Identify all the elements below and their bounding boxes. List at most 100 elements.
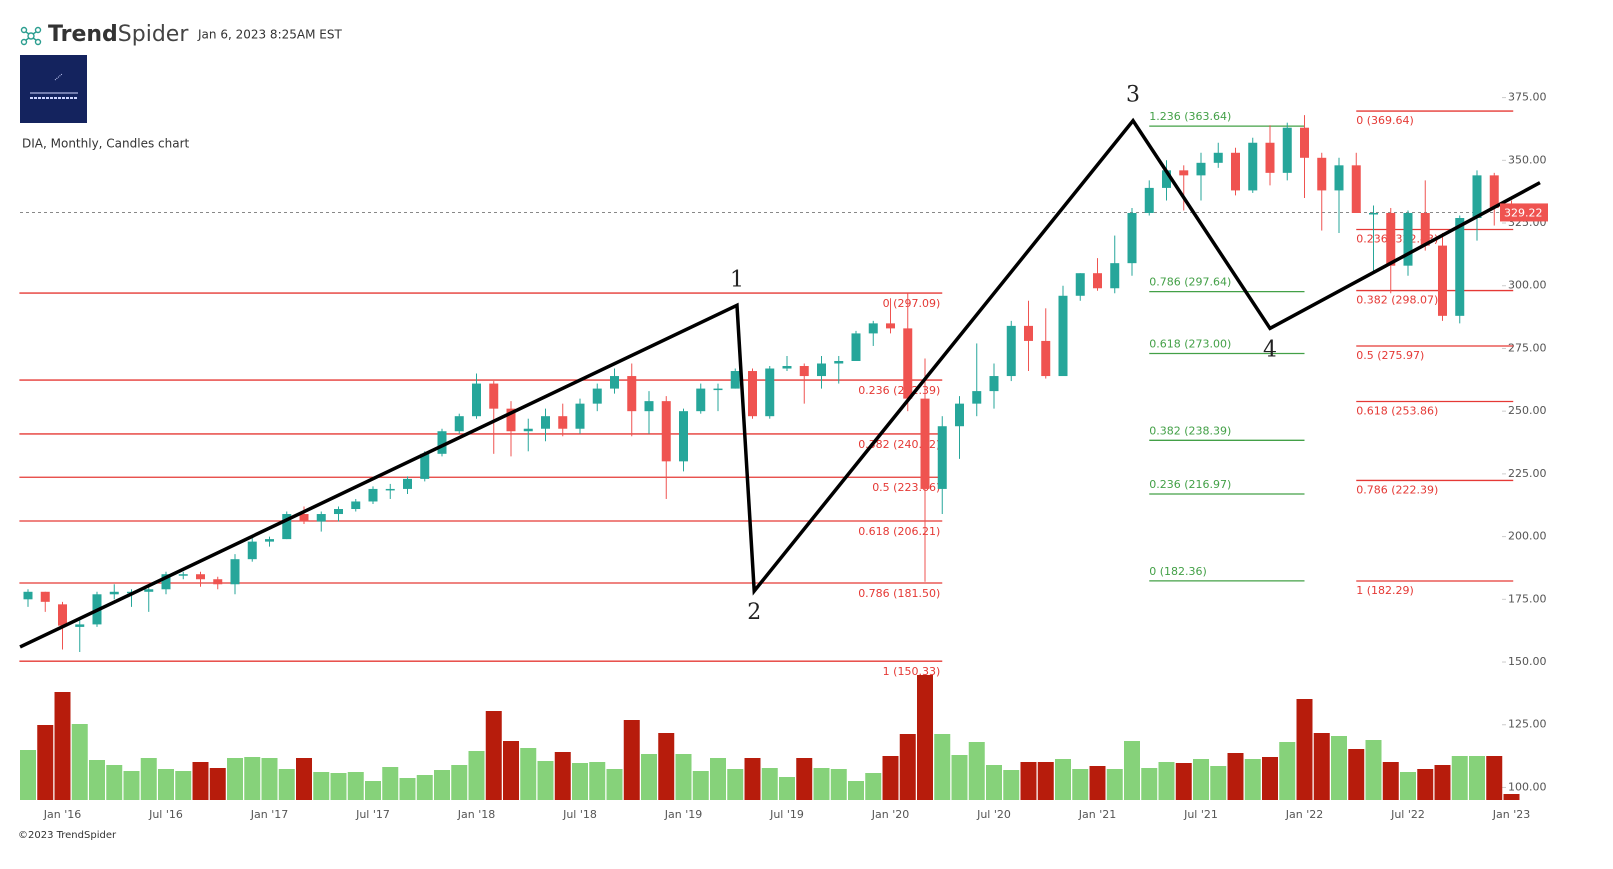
candle-body <box>334 509 343 515</box>
volume-bar <box>1434 765 1451 800</box>
candle-body <box>1265 142 1275 173</box>
candle-body <box>558 416 568 429</box>
candle-body <box>886 323 895 329</box>
volume-bar <box>692 771 709 800</box>
volume-bar <box>158 769 174 800</box>
candle-body <box>799 366 809 377</box>
candle-body <box>1075 273 1085 296</box>
volume-bar <box>848 781 864 800</box>
candle-body <box>972 391 982 404</box>
y-tick-label: 275.00 <box>1508 341 1547 354</box>
candle-body <box>144 589 154 592</box>
volume-bar <box>1055 759 1071 800</box>
x-tick-label: Jul '22 <box>1390 808 1425 821</box>
x-tick-label: Jan '22 <box>1285 808 1323 821</box>
y-tick-label: 200.00 <box>1508 530 1547 543</box>
volume-bar <box>399 778 416 800</box>
volume-bar <box>1141 768 1158 800</box>
volume-bar <box>1020 762 1037 800</box>
volume-bar <box>1400 772 1416 800</box>
volume-bar <box>1503 794 1520 800</box>
candle-body <box>420 453 430 479</box>
candle-body <box>282 514 292 540</box>
volume-bar <box>278 769 295 800</box>
wave-label: 3 <box>1126 83 1140 108</box>
volume-bar <box>330 773 347 800</box>
volume-bar <box>899 734 916 800</box>
candle-body <box>903 328 913 399</box>
x-tick-label: Jul '20 <box>976 808 1011 821</box>
volume-bar <box>37 725 54 800</box>
fib-label: 1 (182.29) <box>1356 584 1414 597</box>
volume-bar <box>1244 759 1261 800</box>
volume-bar <box>434 770 450 800</box>
candle-body <box>989 376 999 392</box>
candle-body <box>1024 325 1033 341</box>
candle-body <box>1127 212 1137 264</box>
volume-bar <box>761 768 778 800</box>
volume-bar <box>968 742 985 800</box>
candle-body <box>834 360 844 364</box>
x-tick-label: Jul '18 <box>562 808 597 821</box>
candle-body <box>1006 325 1016 377</box>
footer: ©2023 TrendSpider <box>18 830 117 841</box>
last-price-tag <box>1500 203 1548 222</box>
candle-body <box>385 488 395 491</box>
candle-body <box>627 376 637 412</box>
candle-body <box>1144 187 1154 213</box>
candle-body <box>1455 218 1465 316</box>
volume-bar <box>1003 770 1020 800</box>
candle-body <box>1058 295 1068 377</box>
fib-label: 0.786 (181.50) <box>858 587 940 600</box>
candle-body <box>1041 340 1051 377</box>
candle-body <box>1369 212 1378 215</box>
volume-bar <box>1365 740 1382 800</box>
volume-bar <box>261 758 278 800</box>
volume-bar <box>123 771 140 800</box>
fib-label: 0.5 (223.66) <box>872 481 940 494</box>
candle-body <box>1248 142 1258 191</box>
candle-body <box>730 371 740 389</box>
volume-bar <box>1106 769 1123 800</box>
y-tick-label: 350.00 <box>1508 153 1547 166</box>
candle-body <box>23 591 33 600</box>
fib-label: 0.382 (238.39) <box>1149 424 1231 437</box>
volume-bar <box>1417 769 1434 800</box>
volume-bar <box>382 767 399 800</box>
volume-bar <box>1382 762 1399 800</box>
volume-bar <box>468 751 485 800</box>
wave-line <box>19 117 1541 649</box>
y-tick-label: 175.00 <box>1508 592 1547 605</box>
volume-bar <box>813 768 830 800</box>
candle-body <box>748 371 757 417</box>
brand-bold: Trend <box>48 22 118 47</box>
volume-bar <box>1037 762 1054 800</box>
candle-body <box>161 574 171 590</box>
volume-bar <box>675 754 692 800</box>
candle-body <box>437 431 447 454</box>
volume-bar <box>589 762 606 800</box>
candle-body <box>1179 170 1189 176</box>
volume-bar <box>1296 699 1313 800</box>
volume-bar <box>882 756 899 800</box>
x-tick-label: Jul '19 <box>769 808 804 821</box>
volume-bar <box>1469 756 1485 800</box>
volume-bar <box>451 765 468 800</box>
volume-bar <box>830 769 847 800</box>
candle-body <box>178 574 188 576</box>
fib-label: 0.618 (253.86) <box>1356 404 1438 417</box>
volume-bar <box>951 755 968 800</box>
volume-bar <box>744 758 761 800</box>
x-tick-label: Jul '16 <box>148 808 183 821</box>
candle-body <box>1351 165 1361 213</box>
candle-body <box>109 591 119 595</box>
volume-bar <box>520 748 537 800</box>
candle-body <box>851 333 861 361</box>
volume-bar <box>416 775 433 800</box>
volume-bar <box>641 754 657 800</box>
candle-body <box>403 478 412 489</box>
chart-label: DIA, Monthly, Candles chart <box>22 137 190 151</box>
candle-body <box>661 401 671 462</box>
volume-bar <box>1193 759 1209 800</box>
timestamp: Jan 6, 2023 8:25AM EST <box>197 28 342 42</box>
